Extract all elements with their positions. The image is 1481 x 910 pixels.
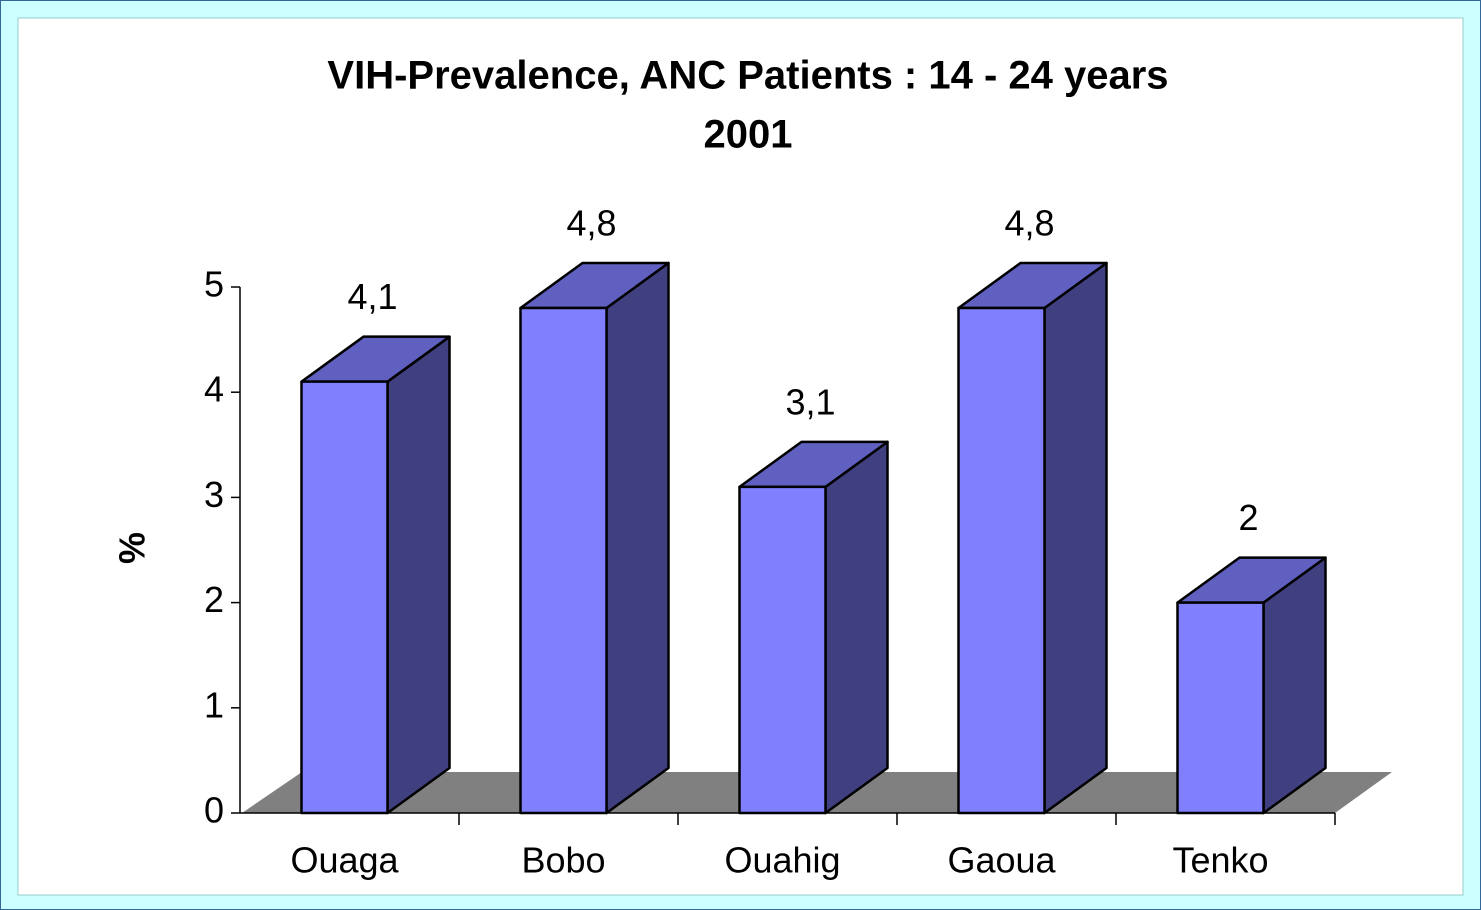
value-label: 3,1 (785, 381, 835, 422)
y-tick-label: 3 (204, 474, 224, 515)
bar-side (824, 440, 889, 815)
x-tick-label: Gaoua (947, 840, 1056, 881)
value-label: 4,1 (347, 276, 397, 317)
bar-side (1043, 261, 1108, 815)
value-label: 4,8 (1004, 203, 1054, 244)
y-tick-label: 2 (204, 579, 224, 620)
bar (738, 485, 827, 815)
x-tick-label: Ouaga (290, 840, 399, 881)
value-label: 2 (1238, 497, 1258, 538)
bar-side (605, 261, 670, 815)
x-tick-label: Tenko (1172, 840, 1268, 881)
bar-side (386, 335, 451, 815)
value-label: 4,8 (566, 203, 616, 244)
y-tick-label: 4 (204, 369, 224, 410)
bar (300, 380, 389, 815)
x-tick-label: Bobo (521, 840, 605, 881)
chart-title: VIH-Prevalence, ANC Patients : 14 - 24 y… (327, 54, 1168, 98)
y-tick-label: 5 (204, 264, 224, 305)
bar (519, 306, 608, 815)
bar (957, 306, 1046, 815)
y-tick-label: 1 (204, 684, 224, 725)
chart-subtitle: 2001 (704, 113, 793, 157)
y-axis-label: % (112, 532, 153, 564)
y-tick-label: 0 (204, 790, 224, 831)
x-tick-label: Ouahig (724, 840, 840, 881)
bar (1176, 601, 1265, 815)
